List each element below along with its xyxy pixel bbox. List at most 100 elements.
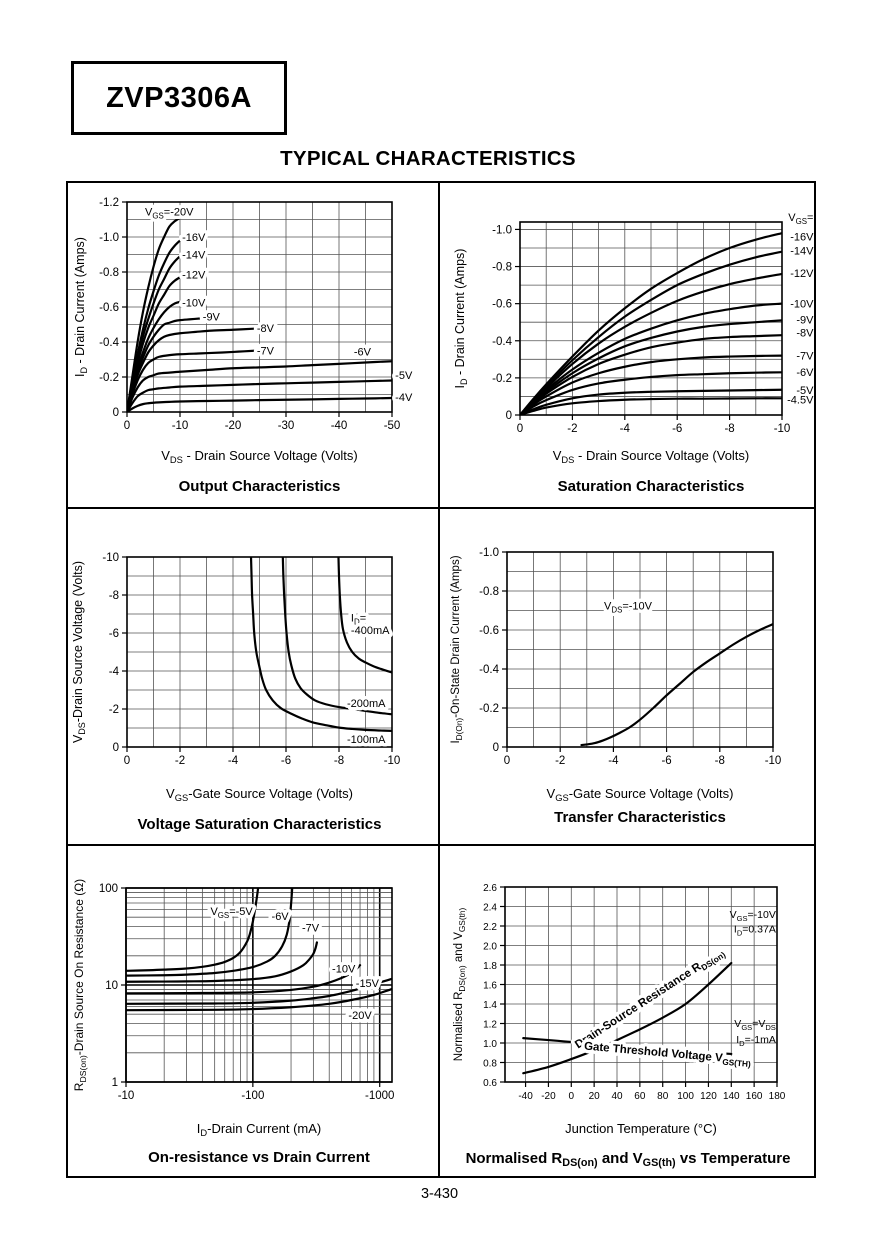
- svg-text:Drain-Source Resistance RDS(on: Drain-Source Resistance RDS(on): [573, 946, 727, 1053]
- svg-text:Output Characteristics: Output Characteristics: [179, 478, 341, 495]
- svg-text:-10: -10: [118, 1090, 135, 1102]
- curve-VGS=-14V: [519, 250, 783, 416]
- axis-ticks: 0 -2 -4 -6 -8 -10 0 -0.2 -0.4 -0.6 -0.8 -1.0: [492, 224, 790, 435]
- svg-text:-20: -20: [225, 420, 242, 432]
- svg-text:-100mA: -100mA: [347, 734, 386, 746]
- svg-text:160: 160: [746, 1091, 763, 1102]
- svg-text:-10V: -10V: [182, 297, 206, 309]
- svg-text:-6V: -6V: [796, 367, 814, 379]
- svg-text:-30: -30: [278, 420, 295, 432]
- svg-text:-16V: -16V: [182, 232, 206, 244]
- x-axis-label: VGS-Gate Source Voltage (Volts): [547, 786, 734, 803]
- svg-text:-10: -10: [774, 423, 791, 435]
- svg-text:-0.8: -0.8: [99, 267, 119, 279]
- svg-text:VGS=: VGS=: [788, 212, 813, 226]
- chart-cell-temperature: -40 -20 0 20 40 60 80 100 120 140 160 180 0.6 0.8 1.0 1…: [440, 846, 816, 1176]
- axis-ticks: 0 -10 -20 -30 -40 -50 0 -0.2 -0.4 -0.6 -0.8 -1.0 -1.…: [99, 197, 400, 432]
- svg-text:1: 1: [112, 1077, 118, 1089]
- svg-text:-6: -6: [109, 628, 119, 640]
- svg-text:0: 0: [113, 742, 119, 754]
- svg-text:-14V: -14V: [182, 249, 206, 261]
- curve-VGS=-9V: [126, 317, 203, 413]
- svg-text:80: 80: [657, 1091, 669, 1102]
- svg-text:-0.6: -0.6: [479, 625, 499, 637]
- svg-text:0.8: 0.8: [483, 1059, 497, 1070]
- svg-text:-10: -10: [384, 755, 401, 767]
- svg-text:-15V: -15V: [356, 978, 380, 990]
- svg-text:0: 0: [506, 410, 512, 422]
- curve-VGS=-4.5V: [519, 397, 783, 416]
- curve-VGS=-4V: [126, 396, 393, 413]
- svg-text:VDS=-10V: VDS=-10V: [604, 600, 653, 614]
- svg-text:-20V: -20V: [348, 1010, 372, 1022]
- svg-text:-10V: -10V: [332, 963, 356, 975]
- svg-text:On-resistance vs Drain Current: On-resistance vs Drain Current: [148, 1149, 370, 1166]
- curve-ID=-400mA: [337, 556, 393, 674]
- svg-text:2.0: 2.0: [483, 942, 497, 953]
- svg-text:ID=-1mA: ID=-1mA: [736, 1034, 776, 1048]
- chart-title: Voltage Saturation Characteristics: [138, 816, 382, 833]
- svg-text:-15V: -15V: [356, 978, 380, 990]
- y-axis-label: ID - Drain Current (Amps): [453, 249, 469, 389]
- svg-text:1.0: 1.0: [483, 1039, 497, 1050]
- curve-Gate Threshold Voltage VGS(TH): [522, 1037, 733, 1056]
- svg-text:-14V: -14V: [790, 246, 814, 258]
- chart-output-characteristics: 0 -10 -20 -30 -40 -50 0 -0.2 -0.4 -0.6 -0.8 -1.0 -1.…: [73, 197, 417, 495]
- svg-text:140: 140: [723, 1091, 740, 1102]
- y-axis-label: ID - Drain Current (Amps): [73, 237, 89, 377]
- series: [126, 216, 393, 413]
- curve-labels: VGS=-20VVGS=-20V-16V-16V-14V-14V-12V-12V…: [142, 203, 417, 408]
- svg-text:-4: -4: [620, 423, 631, 435]
- axis-ticks: 0 -2 -4 -6 -8 -10 0 -0.2 -0.4 -0.6 -0.8 -1.0: [479, 547, 781, 767]
- chart-cell-voltage-saturation-characteristics: 0 -2 -4 -6 -8 -10 0 -2 -4 -6 -8 -10 ID= ID= -400mA -400…: [68, 509, 440, 846]
- svg-text:-10: -10: [102, 552, 119, 564]
- curve-VGS=-12V: [519, 272, 783, 416]
- svg-text:ID - Drain Current (Amps): ID - Drain Current (Amps): [73, 237, 89, 377]
- svg-text:-2: -2: [109, 704, 119, 716]
- curve-VGS=-7V: [125, 941, 319, 983]
- svg-text:100: 100: [677, 1091, 694, 1102]
- svg-text:-0.4: -0.4: [492, 336, 512, 348]
- curve-Drain-Source Resistance RDS(on): [522, 961, 733, 1075]
- svg-text:ID-Drain Current (mA): ID-Drain Current (mA): [197, 1121, 322, 1138]
- series: [249, 556, 393, 732]
- plot-border: [126, 556, 393, 748]
- curve-labels: ID=ID=-400mA-400mA-200mA-200mA-100mA-100…: [343, 609, 393, 749]
- svg-text:VDS - Drain Source Voltage (Vo: VDS - Drain Source Voltage (Volts): [161, 448, 358, 465]
- svg-text:-200mA: -200mA: [347, 698, 386, 710]
- svg-text:-8: -8: [724, 423, 734, 435]
- svg-text:-8: -8: [334, 755, 344, 767]
- svg-text:-9V: -9V: [796, 314, 814, 326]
- chart-title: Saturation Characteristics: [558, 478, 745, 495]
- svg-text:-8V: -8V: [796, 327, 814, 339]
- svg-text:-0.2: -0.2: [99, 372, 119, 384]
- chart-cell-transfer-characteristics: 0 -2 -4 -6 -8 -10 0 -0.2 -0.4 -0.6 -0.8 -1.0 VDS=-10…: [440, 509, 816, 846]
- svg-text:-0.6: -0.6: [492, 299, 512, 311]
- series: [580, 623, 774, 747]
- svg-text:10: 10: [105, 980, 118, 992]
- svg-text:-1.2: -1.2: [99, 197, 119, 209]
- curve-VGS=-5V: [126, 379, 393, 413]
- grid: [506, 551, 774, 748]
- svg-text:-16V: -16V: [182, 232, 206, 244]
- y-axis-label: Normalised RDS(on) and VGS(th): [453, 908, 467, 1062]
- plot-border: [506, 551, 774, 748]
- x-axis-label: VGS-Gate Source Voltage (Volts): [166, 786, 353, 803]
- curve-VGS=-6V: [125, 887, 294, 977]
- svg-text:-10: -10: [765, 755, 782, 767]
- curve-VGS=-20V: [126, 216, 182, 413]
- svg-text:-4: -4: [228, 755, 239, 767]
- svg-text:-4: -4: [608, 755, 619, 767]
- svg-text:1.2: 1.2: [483, 1020, 497, 1031]
- y-axis-label: VDS-Drain Source Voltage (Volts): [71, 561, 87, 743]
- svg-text:1.8: 1.8: [483, 961, 497, 972]
- svg-text:VGS=-5V: VGS=-5V: [210, 906, 253, 920]
- svg-text:-12V: -12V: [182, 269, 206, 281]
- characteristics-table: 0 -10 -20 -30 -40 -50 0 -0.2 -0.4 -0.6 -0.8 -1.0 -1.…: [66, 181, 816, 1178]
- x-axis-label: Junction Temperature (°C): [565, 1121, 717, 1136]
- svg-text:VGS=VDS: VGS=VDS: [734, 1018, 776, 1032]
- curve-VGS=-12V: [126, 276, 182, 413]
- svg-text:-2: -2: [175, 755, 185, 767]
